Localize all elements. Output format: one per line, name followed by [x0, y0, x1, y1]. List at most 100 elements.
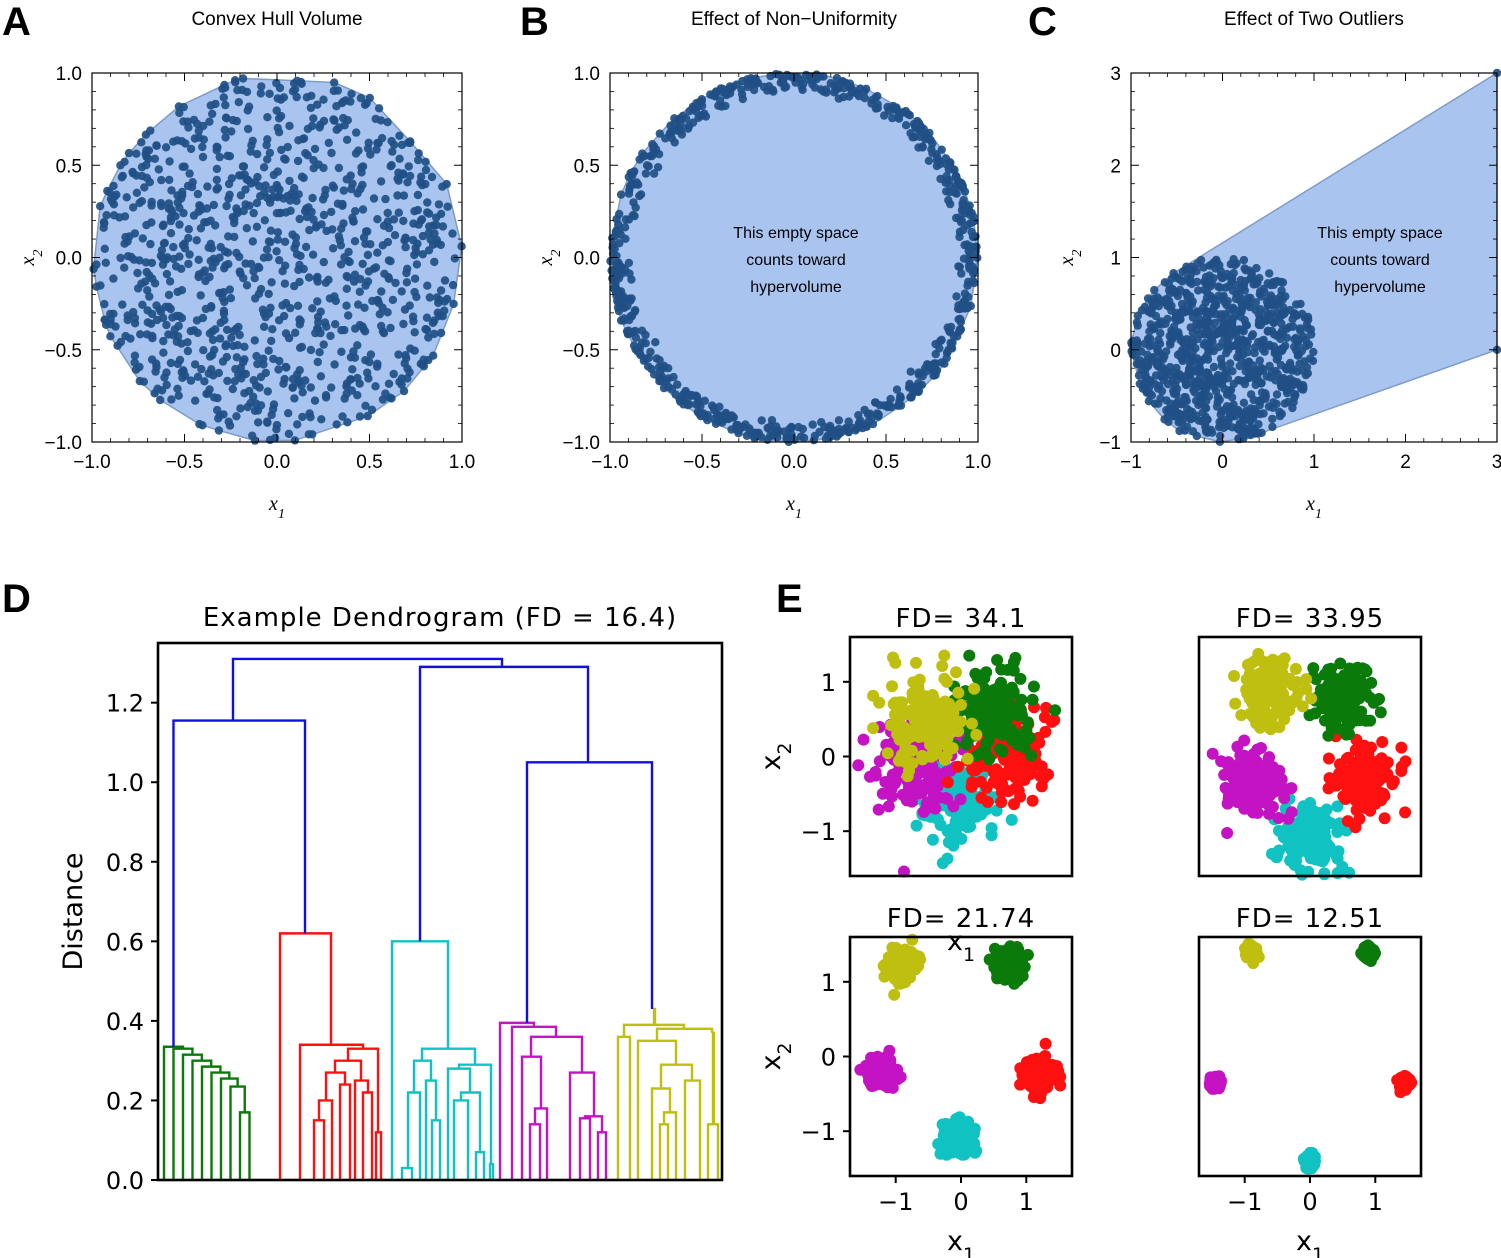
data-point: [417, 215, 427, 224]
dendrogram-link: [418, 665, 590, 942]
data-point: [1018, 741, 1031, 754]
dendrogram-link: [278, 932, 333, 1180]
data-point: [643, 362, 653, 371]
data-point: [205, 117, 214, 126]
data-point: [940, 359, 949, 368]
data-point: [1035, 760, 1048, 773]
data-point: [1272, 277, 1281, 286]
data-point: [659, 383, 669, 393]
data-point: [1317, 834, 1330, 847]
dendrogram-link: [488, 1162, 495, 1180]
data-point: [964, 700, 977, 713]
x-tick-label: 0: [1217, 452, 1228, 473]
data-point: [153, 384, 162, 393]
data-point: [1339, 793, 1352, 805]
data-point: [317, 415, 326, 424]
dendrogram-link: [622, 1023, 686, 1037]
data-point: [938, 1131, 951, 1144]
data-point: [1243, 667, 1256, 680]
data-point: [1218, 273, 1227, 283]
data-point: [234, 370, 243, 379]
data-point: [883, 102, 892, 112]
dendrogram-link: [652, 1007, 657, 1025]
data-point: [373, 248, 382, 257]
y-tick-label: 1.0: [574, 64, 600, 85]
data-point: [873, 103, 882, 113]
data-point: [315, 348, 324, 357]
data-point: [956, 325, 965, 334]
data-point: [236, 191, 246, 200]
data-point: [1220, 369, 1230, 378]
data-point: [753, 430, 762, 439]
data-point: [135, 376, 144, 386]
data-point: [992, 681, 1005, 694]
data-point: [290, 436, 300, 445]
data-point: [242, 224, 251, 233]
data-point: [1224, 281, 1234, 291]
data-point: [403, 178, 412, 187]
data-point: [302, 93, 311, 102]
data-point: [210, 345, 219, 355]
data-point: [1266, 291, 1276, 300]
data-point: [212, 175, 221, 185]
data-point: [1142, 359, 1151, 368]
data-point: [1195, 363, 1204, 372]
data-point: [132, 149, 141, 158]
data-point: [232, 116, 241, 126]
data-point: [251, 381, 261, 390]
data-point: [1203, 428, 1212, 437]
data-point: [1228, 765, 1241, 778]
dendrogram-link: [474, 1150, 486, 1180]
data-point: [1198, 408, 1207, 417]
data-point: [340, 325, 349, 335]
data-point: [1231, 740, 1244, 753]
data-point: [655, 373, 664, 383]
data-point: [421, 157, 430, 166]
data-point: [1278, 792, 1291, 805]
data-point: [290, 183, 299, 193]
data-point: [941, 792, 954, 805]
data-point: [1319, 812, 1332, 825]
data-point: [223, 376, 232, 386]
data-point: [395, 154, 404, 163]
data-point: [839, 92, 848, 102]
data-point: [865, 1080, 878, 1092]
data-point: [400, 305, 410, 314]
data-point: [175, 355, 185, 365]
data-point: [1303, 369, 1313, 378]
data-point: [118, 171, 128, 181]
data-point: [742, 431, 752, 440]
data-point: [167, 395, 176, 404]
data-point: [301, 149, 310, 158]
data-point: [1239, 434, 1248, 443]
data-point: [1180, 393, 1189, 402]
data-point: [930, 766, 943, 779]
data-point: [1222, 319, 1232, 329]
data-point: [738, 94, 747, 104]
data-point: [1268, 403, 1278, 412]
data-point: [1256, 699, 1269, 712]
data-point: [872, 803, 885, 816]
data-point: [929, 371, 938, 380]
data-point: [343, 273, 353, 282]
data-point: [1318, 849, 1331, 862]
data-point: [1015, 693, 1028, 706]
data-point: [1364, 804, 1377, 817]
data-point: [1174, 418, 1183, 427]
data-point: [1356, 684, 1368, 697]
data-point: [1238, 343, 1247, 352]
data-point: [404, 162, 413, 171]
data-point: [351, 324, 360, 333]
dendrogram-link: [361, 1091, 374, 1180]
data-point: [152, 141, 161, 150]
data-point: [1302, 320, 1312, 329]
data-point: [1254, 429, 1263, 438]
data-point: [109, 274, 118, 283]
data-point: [959, 254, 969, 263]
data-point: [1358, 663, 1371, 676]
data-point: [423, 198, 432, 207]
data-point: [377, 287, 386, 296]
data-point: [281, 261, 290, 270]
data-point: [361, 281, 370, 290]
data-point: [1039, 1037, 1052, 1050]
